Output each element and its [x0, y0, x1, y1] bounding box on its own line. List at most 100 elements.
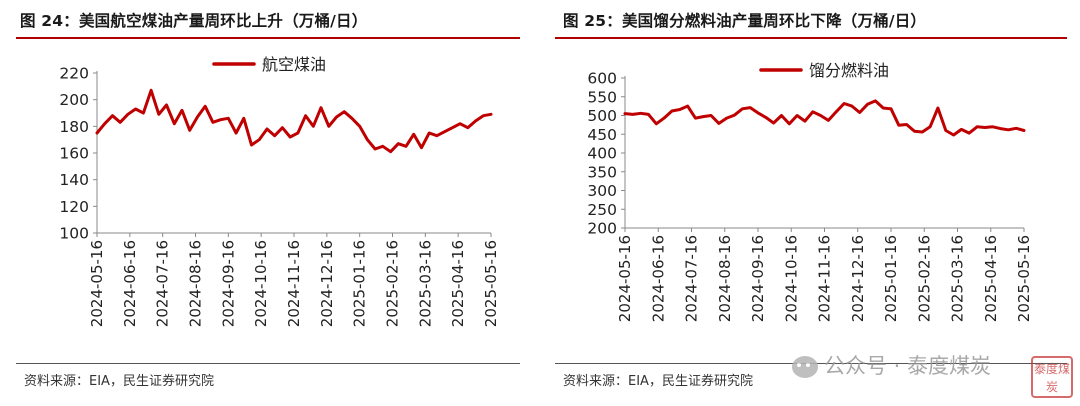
left-data-point — [351, 117, 353, 120]
left-x-tick-label: 2024-11-16 — [285, 240, 303, 327]
right-data-point — [952, 134, 955, 136]
right-y-tick-label: 250 — [587, 201, 617, 219]
right-data-point — [710, 114, 712, 117]
right-data-point — [647, 113, 650, 116]
left-data-point — [111, 114, 114, 117]
right-data-point — [1007, 128, 1010, 131]
left-x-tick-label: 2025-05-16 — [482, 240, 500, 327]
right-data-point — [694, 117, 697, 119]
right-data-point — [686, 105, 689, 107]
right-data-point — [944, 129, 947, 132]
left-chart-title: 图 24：美国航空煤油产量周环比上升（万桶/日） — [20, 12, 368, 30]
right-data-point — [976, 125, 978, 128]
right-x-tick-label: 2024-06-16 — [649, 235, 667, 322]
right-x-tick-label: 2024-12-16 — [849, 235, 867, 322]
left-x-tick-label: 2024-09-16 — [219, 240, 237, 327]
left-data-point — [343, 110, 346, 113]
right-x-tick-label: 2025-05-16 — [1015, 235, 1033, 322]
right-title-rule — [555, 37, 1067, 39]
left-x-tick-label: 2024-10-16 — [252, 240, 270, 327]
left-x-tick-label: 2025-01-16 — [351, 240, 369, 327]
left-y-tick-label: 120 — [59, 198, 89, 216]
right-y-tick-label: 550 — [587, 88, 617, 106]
right-data-point — [765, 116, 767, 119]
right-x-tick-label: 2024-08-16 — [716, 235, 734, 322]
right-data-point — [819, 114, 822, 117]
right-data-point — [663, 117, 665, 119]
left-data-point — [134, 108, 137, 110]
right-data-point — [757, 112, 759, 114]
right-data-point — [882, 107, 884, 109]
right-data-point — [968, 132, 971, 134]
left-data-point — [273, 134, 276, 137]
left-data-point — [420, 146, 423, 149]
right-data-point — [898, 124, 900, 127]
left-data-point — [382, 145, 384, 148]
right-data-point — [866, 103, 869, 106]
right-data-point — [772, 122, 775, 124]
left-series-line — [95, 88, 493, 154]
right-data-point — [937, 107, 939, 109]
left-data-point — [443, 130, 446, 133]
left-data-point — [451, 126, 454, 129]
right-y-tick-label: 300 — [587, 182, 617, 200]
right-x-tick-label: 2024-11-16 — [816, 235, 834, 322]
right-data-point — [655, 122, 658, 125]
right-data-point — [913, 130, 916, 133]
left-data-point — [428, 132, 430, 134]
right-data-point — [1023, 129, 1025, 132]
left-y-tick-label: 160 — [59, 145, 89, 163]
watermark: 公众号 · 泰度煤炭 — [792, 350, 991, 380]
left-data-point — [96, 132, 98, 134]
right-source-note: 资料来源：EIA，民生证券研究院 — [563, 374, 753, 389]
left-y-tick-label: 140 — [59, 171, 89, 189]
right-data-point — [804, 120, 806, 122]
left-y-tick-label: 200 — [59, 91, 89, 109]
left-data-point — [235, 132, 237, 134]
left-data-point — [358, 125, 361, 128]
left-data-point — [436, 134, 438, 137]
right-data-point — [851, 105, 853, 107]
right-data-point — [780, 114, 783, 117]
left-data-point — [204, 105, 206, 108]
right-data-point — [858, 111, 861, 114]
left-data-point — [320, 106, 322, 109]
right-data-point — [960, 128, 963, 131]
left-source-note: 资料来源：EIA，民生证券研究院 — [24, 374, 214, 389]
right-data-point — [733, 114, 736, 116]
right-data-point — [718, 122, 720, 125]
watermark-text: 公众号 · 泰度煤炭 — [824, 354, 992, 378]
left-data-point — [103, 122, 106, 125]
right-data-point — [639, 112, 642, 115]
left-x-tick-label: 2024-12-16 — [318, 240, 336, 327]
right-data-point — [921, 131, 924, 133]
right-data-point — [725, 117, 728, 119]
right-x-tick-label: 2024-05-16 — [616, 235, 634, 322]
left-data-point — [165, 104, 168, 106]
right-data-point — [874, 100, 877, 102]
right-y-tick-label: 500 — [587, 107, 617, 125]
right-y-tick-label: 400 — [587, 145, 617, 163]
left-data-point — [289, 136, 291, 138]
right-series-line — [623, 99, 1026, 137]
left-data-point — [227, 117, 230, 120]
right-data-point — [835, 110, 838, 113]
left-data-point — [374, 148, 376, 150]
right-chart-panel: 图 25：美国馏分燃料油产量周环比下降（万桶/日） 200 250 300 350 40… — [555, 0, 1080, 406]
left-x-tick-label: 2024-06-16 — [121, 240, 139, 327]
right-data-point — [749, 106, 751, 109]
left-line-chart: 100 120 140 160 180 200 220 2024-05-16 2024-06-1… — [59, 55, 500, 327]
left-data-point — [327, 125, 330, 128]
left-data-point — [467, 126, 469, 129]
right-y-tick-label: 350 — [587, 163, 617, 181]
right-x-tick-label: 2025-01-16 — [882, 235, 900, 322]
left-data-point — [405, 145, 407, 148]
left-x-tick-label: 2025-03-16 — [416, 240, 434, 327]
right-data-point — [624, 112, 626, 115]
left-y-tick-label: 180 — [59, 118, 89, 136]
left-data-point — [181, 109, 183, 112]
left-data-point — [366, 138, 369, 141]
left-data-point — [297, 132, 299, 134]
left-y-tick-label: 100 — [59, 225, 89, 243]
